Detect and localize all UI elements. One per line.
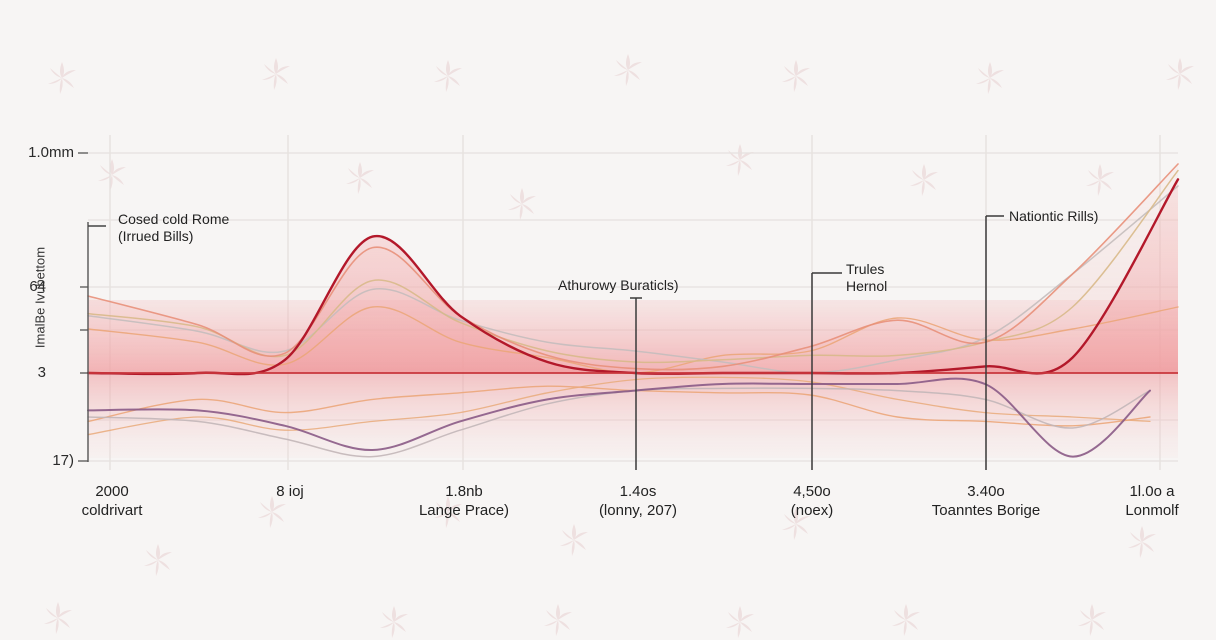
x-category-label: Lonmolf: [1125, 502, 1179, 519]
series-line: [87, 185, 1179, 374]
series-line: [87, 377, 1151, 458]
x-category-value: 2000: [95, 483, 129, 500]
annotation-text: Trules: [846, 261, 885, 277]
x-category-label: Toanntes Borige: [931, 502, 1041, 519]
x-category-3: 1.8nb Lange Prace): [374, 482, 554, 520]
y-tick-64: 64: [29, 278, 46, 295]
annotation-nationtic: Nationtic Rills): [1009, 208, 1099, 224]
x-category-5: 4,50o (noex): [722, 482, 902, 520]
x-category-label: (lonny, 207): [598, 502, 678, 519]
y-tick-top: 1.0mm: [28, 144, 74, 161]
x-category-label: (noex): [790, 502, 834, 519]
annotation-cosed-cold-rome: Cosed cold Rome (Irrued Bills): [118, 211, 229, 245]
x-category-6: 3.40o Toanntes Borige: [896, 482, 1076, 520]
x-category-1: 2000 coldrivart: [22, 482, 202, 520]
y-axis-title: ImalBe Ivubettom: [32, 246, 48, 349]
x-category-4: 1.4os (lonny, 207): [548, 482, 728, 520]
x-category-2: 8 ioj: [200, 482, 380, 501]
series-line: [87, 169, 1179, 364]
x-category-value: 4,50o: [793, 483, 831, 500]
x-category-label: Lange Prace): [418, 502, 510, 519]
x-category-value: 1.4os: [619, 483, 657, 500]
series-lines: [86, 163, 1180, 458]
x-category-7: 1l.0o a Lonmolf: [1062, 482, 1216, 520]
annotation-trules-hernol: Trules Hernol: [846, 261, 887, 295]
annotation-leaders: [630, 215, 1004, 470]
annotation-athurowy: Athurowy Buraticls): [558, 277, 679, 293]
axes: [78, 152, 1178, 462]
y-tick-baseline: 3: [37, 364, 46, 381]
annotation-text: Hernol: [846, 278, 888, 294]
x-category-value: 1l.0o a: [1129, 483, 1175, 500]
x-category-label: coldrivart: [81, 502, 143, 519]
series-line: [87, 376, 1151, 436]
x-category-value: 1.8nb: [445, 483, 483, 500]
x-category-value: 3.40o: [967, 483, 1005, 500]
series-line: [87, 163, 1179, 371]
annotation-text: Cosed cold Rome: [118, 211, 230, 227]
x-category-value: 8 ioj: [276, 483, 304, 500]
y-tick-bottom: 17): [52, 452, 74, 469]
annotation-text: (Irrued Bills): [118, 228, 194, 244]
